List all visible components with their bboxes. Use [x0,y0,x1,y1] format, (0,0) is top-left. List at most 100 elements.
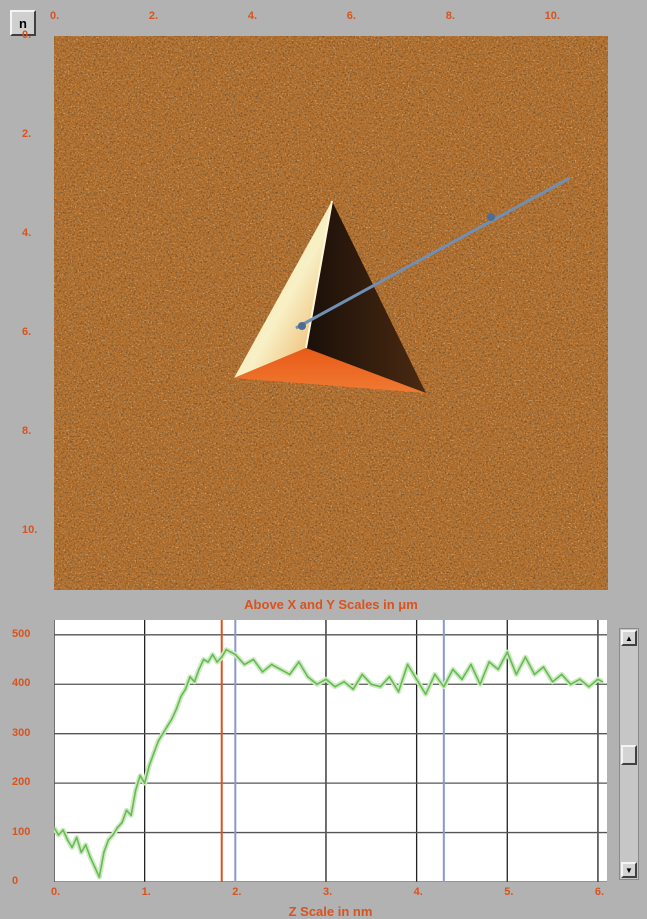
scroll-up-button[interactable]: ▲ [621,630,637,646]
profile-data-point [524,656,527,658]
profile-data-point [202,658,205,661]
n-button[interactable]: n [10,10,36,36]
profile-data-point [542,666,545,668]
profile-data-point [75,836,78,839]
profile-data-point [54,826,55,829]
image-y-tick: 8. [22,424,32,437]
profile-data-point [588,685,590,688]
profile-data-point [424,693,427,696]
profile-data-point [270,663,273,666]
profile-marker-start[interactable] [298,322,306,330]
profile-data-point [175,708,178,710]
profile-data-point [488,661,490,663]
profile-data-point [252,658,255,661]
afm-image-canvas [54,36,608,590]
profile-data-point [80,851,83,854]
profile-data-point [229,651,232,653]
profile-data-point [397,690,400,693]
profile-series-line [54,648,603,878]
profile-data-point [569,683,572,686]
scroll-down-button[interactable]: ▼ [621,862,637,878]
profile-data-point [98,876,101,878]
profile-line[interactable] [295,176,571,330]
profile-data-point [306,675,309,678]
profile-y-tick: 500 [12,627,31,640]
profile-data-point [71,846,73,849]
profile-x-tick: 0. [51,886,61,898]
image-x-tick: 6. [346,10,356,22]
profile-x-tick: 5. [504,886,514,898]
indent-bottom-face [234,348,426,393]
profile-data-point [560,673,563,676]
indent-left-face [234,201,332,378]
profile-data-point [93,866,96,869]
image-x-tick: 0. [50,10,60,22]
profile-x-tick: 1. [141,886,151,898]
profile-x-tick: 6. [594,886,605,898]
profile-data-point [112,834,114,836]
profile-y-tick: 300 [12,726,31,739]
profile-data-point [316,683,318,686]
profile-data-point [288,673,291,676]
profile-data-point [225,648,228,651]
profile-y-tick: 0 [12,875,19,887]
profile-data-point [107,839,110,841]
profile-data-point [143,782,146,784]
indent-ridge [305,200,333,349]
profile-marker[interactable] [487,213,495,221]
profile-data-point [139,774,141,777]
profile-data-point [334,685,336,688]
profile-data-point [62,829,64,831]
afm-topography-image[interactable] [54,36,608,590]
profile-data-point [161,732,164,735]
profile-data-point [551,680,554,683]
profile-data-point [352,688,355,691]
profile-data-point [166,725,169,728]
profile-data-point [193,680,196,683]
profile-data-point [452,668,454,671]
profile-data-point [297,661,300,663]
profile-data-point [121,821,123,824]
profile-data-point [325,678,327,681]
profile-data-point [234,653,237,656]
image-y-tick: 10. [22,523,38,536]
profile-data-point [261,671,264,673]
profile-data-point [134,789,137,792]
profile-data-point [152,752,155,755]
profile-data-point [171,718,173,720]
image-y-tick: 2. [22,127,32,140]
image-y-tick: 0. [22,29,32,41]
profile-data-point [180,695,182,698]
image-x-tick: 10. [544,10,560,22]
profile-data-point [370,683,373,686]
scroll-thumb[interactable] [621,745,637,765]
profile-data-point [216,661,219,663]
profile-x-tick: 4. [413,886,423,898]
profile-data-point [533,673,536,676]
image-x-tick: 2. [148,10,159,22]
height-profile-chart [54,620,607,882]
profile-data-point [157,740,160,742]
profile-data-point [198,668,200,671]
profile-data-point [279,668,282,671]
profile-data-point [103,851,105,854]
profile-data-point [515,673,518,676]
profile-data-point [148,764,151,767]
profile-y-tick: 100 [12,825,31,838]
profile-data-point [433,673,436,676]
profile-data-point [361,673,364,676]
profile-x-label: Z Scale in nm [288,904,373,919]
profile-data-point [343,680,345,683]
profile-data-point [220,656,223,658]
profile-data-point [601,680,604,683]
profile-data-point [211,653,214,656]
profile-svg [54,620,607,882]
profile-data-point [207,661,210,663]
profile-data-point [130,814,132,817]
profile-data-point [125,809,128,812]
profile-data-point [379,685,382,688]
profile-y-tick: 200 [12,776,31,789]
vertical-scrollbar[interactable]: ▲ ▼ [619,628,639,880]
profile-data-point [66,839,69,841]
profile-data-point [470,663,472,666]
